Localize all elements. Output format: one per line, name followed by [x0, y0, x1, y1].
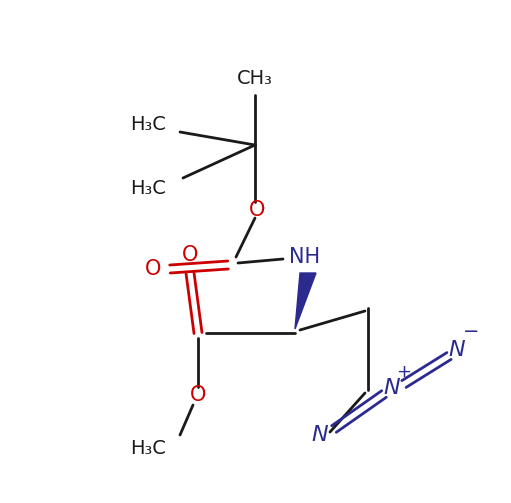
- Text: N: N: [384, 378, 400, 398]
- Text: O: O: [145, 259, 161, 279]
- Text: H₃C: H₃C: [130, 439, 166, 458]
- Text: N: N: [312, 425, 328, 445]
- Polygon shape: [295, 273, 316, 329]
- Text: O: O: [190, 385, 206, 405]
- Text: H₃C: H₃C: [130, 179, 166, 198]
- Text: H₃C: H₃C: [130, 115, 166, 133]
- Text: O: O: [249, 200, 265, 220]
- Text: −: −: [463, 322, 479, 342]
- Text: NH: NH: [289, 247, 320, 267]
- Text: O: O: [182, 245, 198, 265]
- Text: +: +: [397, 363, 411, 381]
- Text: CH₃: CH₃: [237, 68, 273, 88]
- Text: N: N: [449, 340, 466, 360]
